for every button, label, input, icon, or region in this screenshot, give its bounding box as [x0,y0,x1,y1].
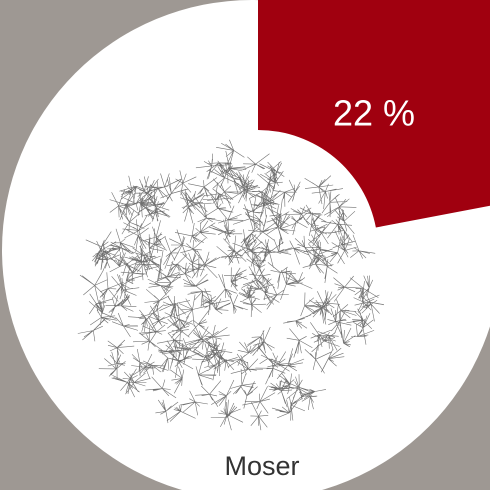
value-label: 22 % [333,93,415,134]
name-label: Moser [224,451,299,481]
screen: 22 % Moser [0,0,490,490]
